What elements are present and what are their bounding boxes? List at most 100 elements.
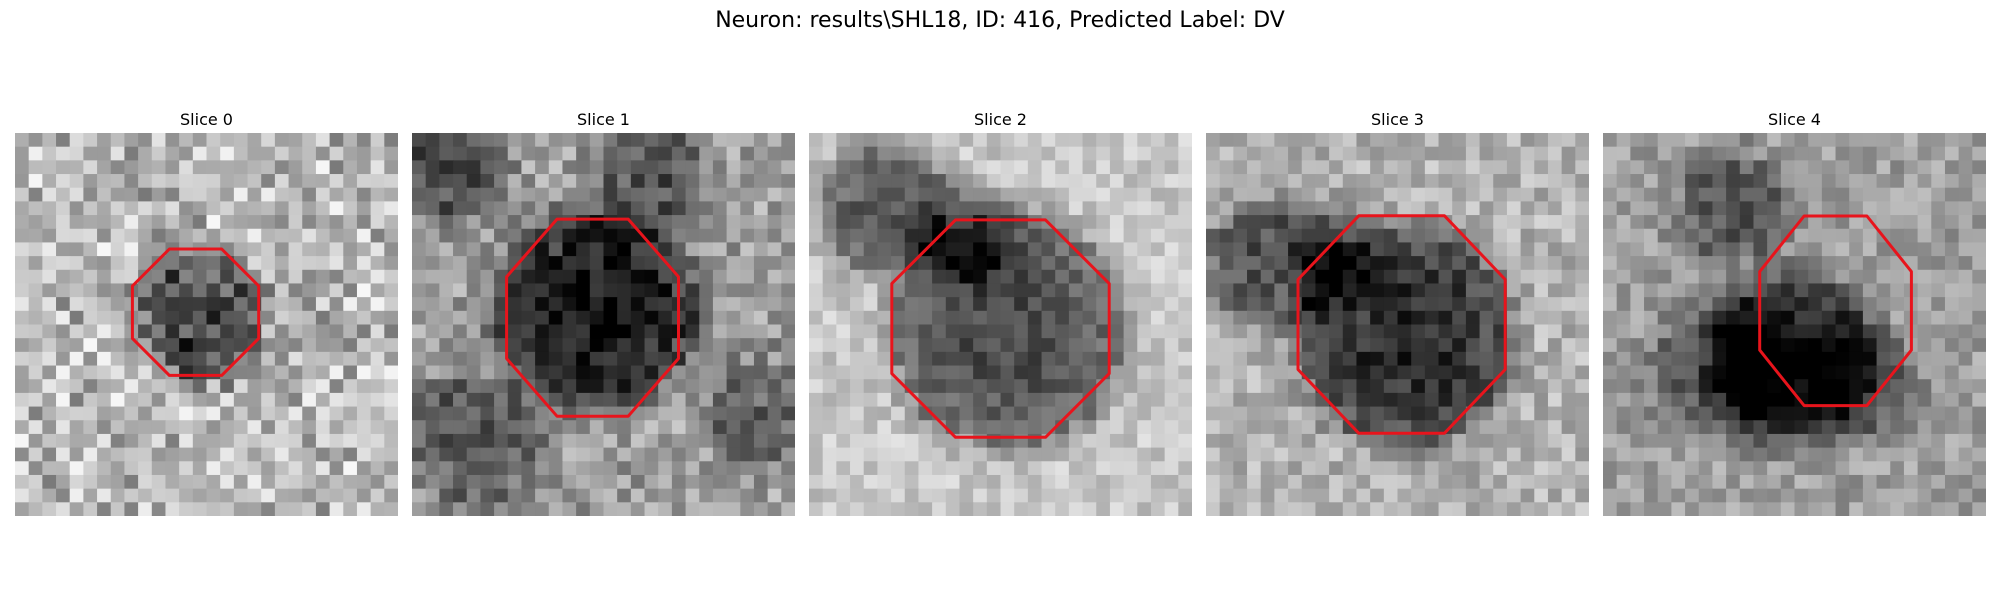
pixel (29, 283, 43, 297)
pixel (576, 311, 590, 325)
pixel (165, 325, 179, 339)
pixel (1055, 188, 1069, 202)
pixel (1685, 133, 1699, 147)
pixel (576, 188, 590, 202)
pixel (316, 311, 330, 325)
pixel (1411, 147, 1425, 161)
pixel (1220, 256, 1234, 270)
pixel (343, 133, 357, 147)
pixel (1329, 338, 1343, 352)
pixel (1220, 475, 1234, 489)
pixel (1562, 461, 1576, 475)
pixel (1014, 420, 1028, 434)
pixel (1370, 325, 1384, 339)
pixel (549, 489, 563, 503)
pixel (1959, 434, 1973, 448)
pixel (604, 407, 618, 421)
pixel (1849, 283, 1863, 297)
pixel (973, 242, 987, 256)
pixel (987, 420, 1001, 434)
pixel (1178, 174, 1192, 188)
pixel (42, 434, 56, 448)
pixel (1466, 502, 1480, 516)
pixel (1356, 229, 1370, 243)
pixel (330, 215, 344, 229)
pixel (1055, 311, 1069, 325)
pixel (918, 325, 932, 339)
pixel (384, 502, 398, 516)
pixel (29, 201, 43, 215)
pixel (973, 448, 987, 462)
pixel (261, 338, 275, 352)
pixel (508, 489, 522, 503)
pixel (699, 160, 713, 174)
pixel (1151, 297, 1165, 311)
pixel (850, 160, 864, 174)
pixel (1753, 188, 1767, 202)
pixel (562, 160, 576, 174)
pixel (1712, 160, 1726, 174)
pixel (1001, 420, 1015, 434)
pixel (234, 502, 248, 516)
pixel (1206, 133, 1220, 147)
pixel (29, 325, 43, 339)
pixel (1603, 448, 1617, 462)
pixel (1178, 448, 1192, 462)
pixel (124, 174, 138, 188)
pixel (1384, 174, 1398, 188)
pixel (330, 475, 344, 489)
pixel (727, 461, 741, 475)
pixel (261, 311, 275, 325)
pixel (1370, 160, 1384, 174)
pixel (768, 379, 782, 393)
pixel (1931, 133, 1945, 147)
pixel (1726, 270, 1740, 284)
pixel (1493, 434, 1507, 448)
pixel (316, 283, 330, 297)
pixel (1398, 229, 1412, 243)
pixel (1014, 242, 1028, 256)
pixel (494, 434, 508, 448)
pixel (1890, 147, 1904, 161)
pixel (179, 160, 193, 174)
pixel (261, 297, 275, 311)
pixel (234, 475, 248, 489)
pixel (179, 201, 193, 215)
pixel (467, 448, 481, 462)
pixel (1712, 215, 1726, 229)
pixel (289, 201, 303, 215)
pixel (781, 174, 795, 188)
pixel (754, 420, 768, 434)
pixel (987, 366, 1001, 380)
pixel (316, 407, 330, 421)
pixel (15, 256, 29, 270)
pixel (1931, 475, 1945, 489)
pixel (809, 147, 823, 161)
pixel (946, 297, 960, 311)
pixel (604, 338, 618, 352)
pixel (302, 434, 316, 448)
slice-image (809, 133, 1192, 516)
slice-title: Slice 2 (809, 109, 1192, 133)
pixel (1575, 366, 1589, 380)
pixel (1521, 270, 1535, 284)
pixel (1521, 188, 1535, 202)
pixel (1767, 270, 1781, 284)
pixel (371, 434, 385, 448)
pixel (1233, 283, 1247, 297)
pixel (343, 448, 357, 462)
pixel (562, 475, 576, 489)
pixel (1302, 338, 1316, 352)
pixel (426, 160, 440, 174)
pixel (1261, 461, 1275, 475)
pixel (1096, 215, 1110, 229)
pixel (781, 448, 795, 462)
pixel (1288, 201, 1302, 215)
pixel (918, 160, 932, 174)
pixel (111, 338, 125, 352)
pixel (508, 147, 522, 161)
pixel (1507, 256, 1521, 270)
pixel (1001, 352, 1015, 366)
pixel (1808, 147, 1822, 161)
pixel (891, 174, 905, 188)
